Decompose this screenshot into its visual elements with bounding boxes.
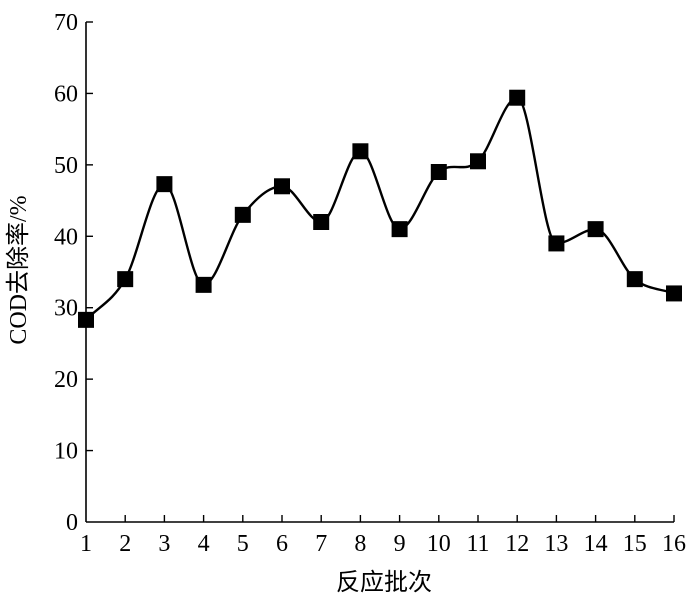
y-tick-label: 10	[54, 439, 78, 465]
data-point-batch-1	[78, 311, 94, 328]
x-tick-label: 15	[623, 531, 647, 557]
data-point-batch-5	[234, 206, 251, 223]
data-point-batch-2	[117, 271, 134, 288]
x-tick-label: 3	[158, 531, 170, 557]
data-point-batch-8	[352, 143, 369, 160]
y-axis-ticks: 0 10 20 30 40 50 60 70	[54, 10, 93, 536]
data-point-batch-3	[156, 176, 173, 193]
x-tick-label: 1	[80, 531, 92, 557]
x-tick-label: 12	[505, 531, 529, 557]
data-point-batch-6	[274, 178, 290, 195]
y-tick-label: 20	[54, 367, 78, 393]
y-tick-label: 50	[54, 153, 78, 179]
data-point-batch-12	[509, 89, 526, 106]
x-tick-label: 4	[198, 531, 210, 557]
series-line	[85, 96, 675, 321]
x-tick-label: 5	[237, 531, 249, 557]
y-axis-label: COD去除率/%	[5, 195, 32, 344]
x-tick-label: 2	[119, 531, 131, 557]
x-tick-label: 14	[584, 531, 608, 557]
data-point-batch-14	[587, 221, 604, 238]
data-point-batch-7	[313, 214, 330, 230]
y-tick-label: 30	[54, 296, 78, 322]
data-point-batch-15	[626, 271, 643, 288]
x-tick-label: 7	[315, 531, 327, 557]
data-point-batch-13	[548, 235, 565, 252]
x-tick-label: 11	[466, 531, 489, 557]
x-tick-label: 16	[662, 531, 686, 557]
data-point-batch-4	[195, 276, 212, 293]
x-axis-ticks: 1 2 3 4 5 6 7 8 9 10 11 12 13 14 15 16	[80, 515, 686, 557]
y-tick-label: 0	[66, 510, 78, 536]
x-tick-label: 9	[394, 531, 406, 557]
data-point-batch-10	[430, 164, 447, 180]
data-point-batch-16	[666, 285, 682, 302]
series-group	[78, 89, 682, 328]
x-tick-label: 6	[276, 531, 288, 557]
y-tick-label: 40	[54, 224, 78, 250]
data-point-batch-11	[470, 153, 486, 170]
x-tick-label: 8	[354, 531, 366, 557]
y-tick-label: 70	[54, 10, 78, 36]
data-point-batch-9	[391, 221, 408, 238]
x-tick-label: 10	[427, 531, 451, 557]
plot-area	[85, 22, 674, 523]
y-tick-label: 60	[54, 81, 78, 107]
x-axis-label: 反应批次	[336, 569, 432, 596]
x-tick-label: 13	[544, 531, 568, 557]
